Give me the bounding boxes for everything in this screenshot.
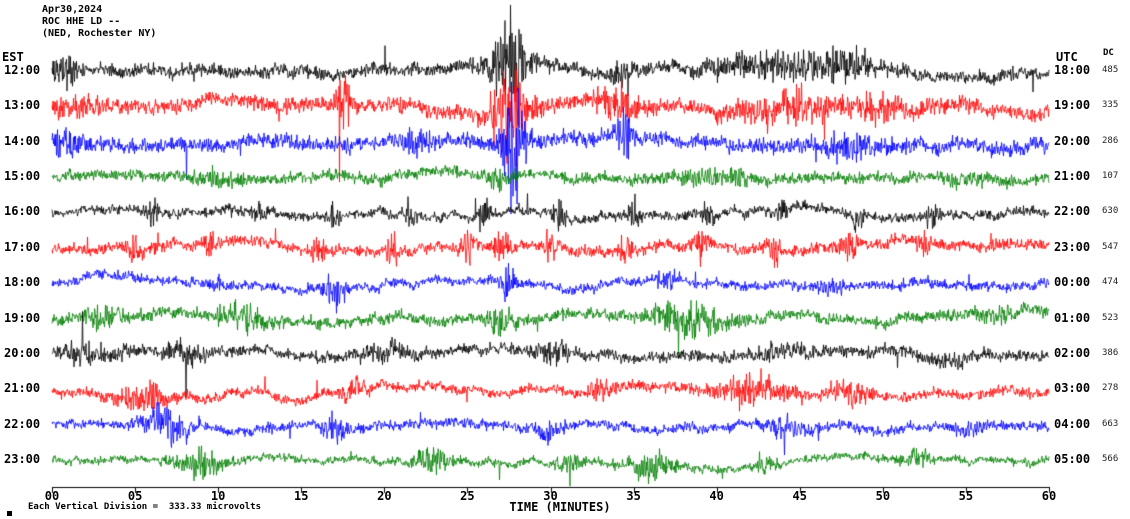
utc-label: 05:00 [1054,451,1091,466]
est-label: 13:00 [4,98,41,113]
left-timezone-label: EST [2,50,24,64]
dc-value: 278 [1102,383,1119,394]
est-label: 17:00 [4,239,41,254]
x-tick-label: 40 [709,489,724,503]
dc-column-header: DC [1103,48,1114,58]
dc-value: 386 [1102,347,1119,358]
utc-label: 00:00 [1054,275,1091,290]
est-label: 22:00 [4,416,41,431]
utc-label: 18:00 [1054,63,1091,77]
x-tick-label: 05 [127,489,143,503]
x-tick-label: 60 [1041,489,1057,503]
dc-value: 663 [1102,418,1119,429]
corner-mark [7,511,12,516]
x-tick-label: 15 [294,489,309,503]
station-location: (NED, Rochester NY) [42,28,157,39]
station-title: ROC HHE LD -- [42,16,121,27]
x-tick-label: 00 [44,489,60,503]
dc-value: 335 [1102,100,1119,111]
utc-label: 03:00 [1054,381,1091,396]
est-label: 23:00 [4,451,41,466]
utc-label: 23:00 [1054,239,1091,254]
est-label: 15:00 [4,169,41,184]
dc-value: 485 [1102,65,1119,75]
est-label: 19:00 [4,310,41,325]
dc-value: 286 [1102,135,1119,146]
est-label: 18:00 [4,275,41,290]
utc-label: 02:00 [1054,345,1091,360]
dc-value: 523 [1102,312,1119,323]
dc-value: 547 [1102,241,1119,252]
utc-label: 04:00 [1054,416,1091,431]
x-axis-title: TIME (MINUTES) [509,500,611,514]
est-label: 21:00 [4,381,41,396]
utc-label: 20:00 [1054,133,1091,148]
x-tick-label: 50 [875,489,891,503]
utc-label: 19:00 [1054,98,1091,113]
scale-note: Each Vertical Division = 333.33 microvol… [28,502,261,512]
est-label: 20:00 [4,345,41,360]
est-label: 14:00 [4,133,41,148]
x-tick-label: 35 [626,489,641,503]
x-tick-label: 20 [377,489,392,503]
est-label: 12:00 [4,63,41,77]
x-tick-label: 25 [460,489,475,503]
x-tick-label: 30 [543,489,558,503]
utc-label: 22:00 [1054,204,1091,219]
x-tick-label: 45 [792,489,807,503]
dc-value: 566 [1102,453,1119,464]
dc-value: 474 [1102,277,1119,288]
dc-value: 630 [1102,206,1119,217]
est-label: 16:00 [4,204,41,219]
right-timezone-label: UTC [1056,50,1078,64]
utc-label: 01:00 [1054,310,1091,325]
utc-label: 21:00 [1054,169,1091,184]
x-tick-label: 10 [210,489,226,503]
dc-value: 107 [1102,171,1119,182]
x-tick-label: 55 [958,489,974,503]
plot-date: Apr30,2024 [42,4,103,15]
